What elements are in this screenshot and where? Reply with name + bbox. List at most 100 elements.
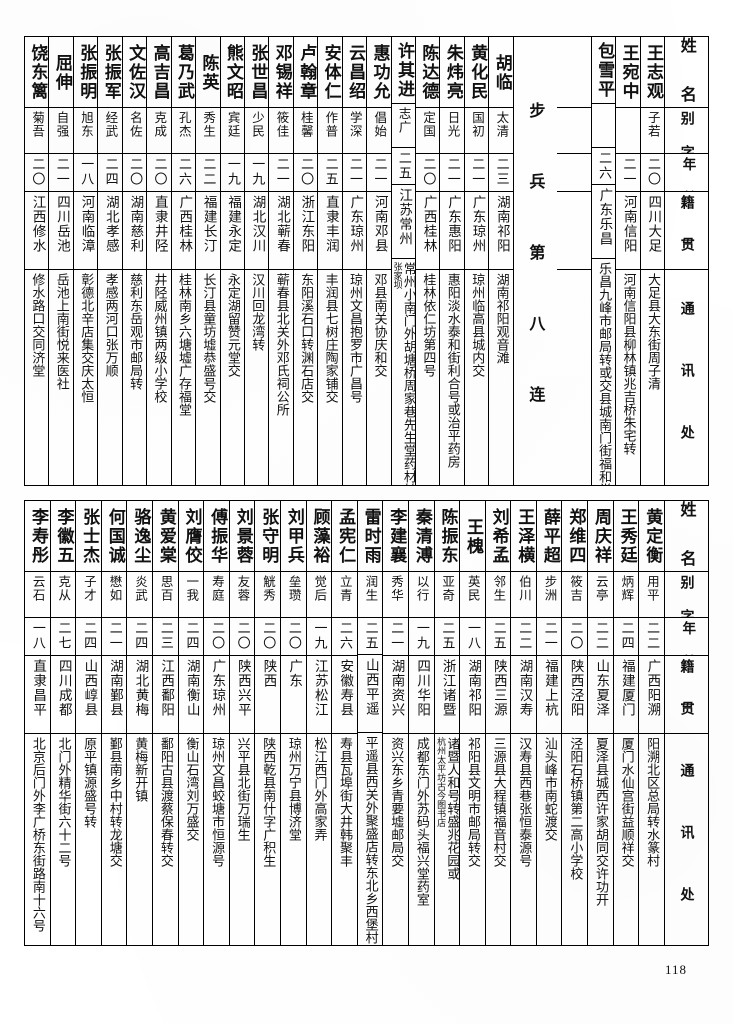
cell-address: 阳溯北区总局转水篆村	[639, 733, 664, 945]
cell-address: 长汀县童坊墟恭盛号交	[196, 269, 220, 485]
cell-age: 二四	[98, 153, 122, 191]
roster-column-person[interactable]: 陈振东 亚奇 二五 浙江诸暨 杭州太平坊古今图书店 诸暨人和号转盛兆花园或	[433, 501, 460, 945]
cell-alias: 思百	[152, 571, 178, 617]
roster-column-person[interactable]: 惠功允 倡始 二一 河南邓县 邓县南关协庆和交	[366, 37, 391, 485]
roster-column-person[interactable]: 刘希孟 邻生 二五 陕西三源 三源县大程镇福音村交	[484, 501, 511, 945]
value-alias: 觥秀	[261, 575, 277, 602]
cell-empty	[556, 191, 591, 269]
roster-column-person[interactable]: 周庆祥 云亭 二二 山东夏泽 夏泽县城西许家胡同交许功开	[587, 501, 613, 945]
roster-column-person[interactable]: 李寿彤 云石 一八 直隶昌平 北京后门外李广桥东街路南十六号	[25, 501, 50, 945]
value-alias: 经武	[103, 111, 119, 138]
roster-column-person[interactable]: 何国诚 懋如 二一 湖南鄞县 鄞县南乡中村转龙塘交	[100, 501, 127, 945]
roster-column-person[interactable]: 郑维四 筱吉 二〇 陕西泾阳 泾阳石桥镇第二高小学校	[561, 501, 588, 945]
cell-age: 二四	[76, 617, 101, 655]
roster-column-person[interactable]: 屈伸 自强 二一 四川岳池 岳池上南街悦来医社	[48, 37, 73, 485]
roster-column-person[interactable]: 刘甲兵 垒瓒 二〇 广东 琼州万宁县博济堂	[279, 501, 306, 945]
header-address: 通 讯 处	[664, 733, 708, 945]
roster-column-person[interactable]: 秦清溥 以行 一九 四川华阳 成都东门外苏码头福兴堂药室	[407, 501, 434, 945]
roster-column-person[interactable]: 王秀廷 炳辉 二四 福建厦门 厦门水仙宫街益顺祥交	[612, 501, 639, 945]
roster-column-person[interactable]: 孟宪仁 立青 二六 安徽寿县 寿县瓦埠街大井韩聚丰	[331, 501, 357, 945]
roster-column-person[interactable]: 刘膺佼 一我 二四 湖南衡山 衡山石湾刘万盛交	[177, 501, 204, 945]
roster-column-person[interactable]: 黄定衡 用平 二二 广西阳溯 阳溯北区总局转水篆村	[638, 501, 664, 945]
cell-age: 二六	[171, 153, 196, 191]
value-native: 山东夏泽	[593, 659, 610, 717]
roster-column-person[interactable]: 邓锡祥 筱佳 二一 湖北蕲春 蕲春县北关外邓氏祠公所	[268, 37, 293, 485]
roster-column-person[interactable]: 张振明 旭东 一八 河南临漳 彰德北辛店集交庆太恒	[72, 37, 98, 485]
roster-column-person[interactable]: 高吉昌 克成 二〇 直隶井陉 井陉威州镇两级小学校	[146, 37, 171, 485]
cell-name: 朱炜亮	[440, 37, 463, 107]
roster-column-person[interactable]: 雷时雨 润生 二五 山西平遥 平遥县西关外聚盛店转东北乡西堡村	[356, 501, 383, 945]
cell-name: 包雪平	[592, 37, 615, 103]
value-alias: 秀生	[201, 111, 217, 138]
roster-column-person[interactable]: 张世昌 少民 一九 湖北汉川 汉川回龙湾转	[243, 37, 269, 485]
roster-column-person[interactable]: 李建襄 秀华 二一 湖南资兴 资兴东乡青要墟邮局交	[382, 501, 408, 945]
value-native: 河南信阳	[620, 195, 637, 253]
value-age: 二四	[132, 621, 148, 651]
cell-name: 王槐	[460, 501, 485, 571]
cell-alias: 日光	[440, 107, 464, 153]
cell-alias: 少民	[244, 107, 269, 153]
roster-column-person[interactable]: 骆逸尘 炎武 二四 湖北黄梅 黄梅新开镇	[126, 501, 152, 945]
roster-column-person[interactable]: 云昌绍 学深 二一 广东琼州 琼州文昌抱罗市广昌号	[341, 37, 367, 485]
value-address: 湖南祁阳观音滩	[493, 273, 509, 364]
cell-name: 陈振东	[435, 501, 460, 571]
value-address: 蕲春县北关外邓氏祠公所	[273, 273, 289, 416]
roster-column-person[interactable]: 张振军 经武 二四 湖北孝感 孝感两河口张万顺	[97, 37, 122, 485]
cell-age: 二二	[639, 617, 664, 655]
value-address: 乐昌九峰市邮局转或交县城南门街福和堂	[596, 261, 612, 485]
value-age: 二〇	[127, 157, 143, 187]
roster-column-person[interactable]: 安体仁 作普 二五 直隶丰润 丰润县七树庄陶家铺交	[317, 37, 342, 485]
roster-column-person[interactable]: 陈达德 定国 二〇 广西桂林 桂林依仁坊第四号	[415, 37, 440, 485]
roster-column-person[interactable]: 黄爱棠 思百 二三 江西鄱阳 鄱阳古县渡蔡保春转交	[151, 501, 178, 945]
roster-column-person[interactable]: 薛平超 步洲 二一 福建上杭 汕头峰市南蛇渡交	[535, 501, 562, 945]
value-name: 陈振东	[437, 508, 458, 565]
roster-column-person[interactable]: 李徽五 克从 二七 四川成都 北门外精华街六十二号	[49, 501, 76, 945]
value-native: 安徽寿县	[337, 659, 354, 717]
address-side-note: 杭州太平坊古今图书店	[435, 737, 446, 827]
value-name: 顾藻裕	[309, 508, 330, 565]
cell-age: 一九	[306, 617, 332, 655]
value-name: 郑维四	[565, 508, 586, 565]
roster-column-person[interactable]: 熊文昭 宾廷 一九 福建永定 永定湖留赞元堂交	[219, 37, 244, 485]
value-native: 广东琼州	[347, 195, 364, 253]
cell-native: 陕西泾阳	[562, 655, 588, 733]
roster-column-person[interactable]: 王槐 英民 一八 湖南祁阳 祁阳县文明市邮局转交	[459, 501, 485, 945]
roster-column-person[interactable]: 陈英 秀生 二二 福建长汀 长汀县童坊墟恭盛号交	[195, 37, 220, 485]
value-native: 湖南衡山	[183, 659, 200, 717]
roster-column-person[interactable]: 傅振华 寿庭 二〇 广东琼州 琼州文昌蛟塘市恒源号	[203, 501, 229, 945]
cell-name: 熊文昭	[221, 37, 244, 107]
roster-column-person[interactable]: 饶东篱 菊吾 二〇 江西修水 修水路口交同济堂	[25, 37, 49, 485]
roster-column-person[interactable]: 顾藻裕 觉后 一九 江苏松江 松江西门外高家弄	[305, 501, 332, 945]
cell-name: 秦清溥	[409, 501, 434, 571]
value-native: 四川华阳	[414, 659, 431, 717]
roster-column-person[interactable]: 张守明 觥秀 二〇 陕西 陕西乾县南什字广积生	[254, 501, 280, 945]
roster-column-person[interactable]: 葛乃武 孔杰 二六 广西桂林 桂林南乡六塘墟广存福堂	[170, 37, 196, 485]
roster-column-person[interactable]: 许其进 志广 二五 江苏常州 张家坝 常州小南门外胡塘桥周家巷先生堂药材转	[390, 37, 415, 485]
roster-column-person[interactable]: 朱炜亮 日光 二一 广东惠阳 惠阳淡水泰和街利合号或治平药房	[439, 37, 464, 485]
cell-age: 二一	[616, 153, 640, 191]
roster-column-person[interactable]: 张士杰 子才 二四 山西崞县 原平镇源盛号转	[75, 501, 101, 945]
roster-column-person[interactable]: 刘景蓉 友蓉 二〇 陕西兴平 兴平县北街万瑞生	[228, 501, 255, 945]
roster-column-person[interactable]: 包雪平 二六 广东乐昌 乐昌九峰市邮局转或交县城南门街福和堂	[590, 37, 616, 485]
value-alias: 定国	[421, 111, 437, 138]
cell-age: 一九	[220, 153, 244, 191]
cell-native: 四川大足	[640, 191, 665, 269]
roster-column-person[interactable]: 文佐汉 名佐 二〇 湖南慈利 慈利东岳观市邮局转	[121, 37, 147, 485]
value-native: 河南临漳	[78, 195, 95, 253]
cell-native: 湖南资兴	[383, 655, 408, 733]
roster-column-person[interactable]: 王宛中 二一 河南信阳 河南信阳县柳林镇兆吉桥朱宅转	[615, 37, 640, 485]
value-age: 二二	[644, 621, 660, 651]
cell-native: 四川成都	[50, 655, 76, 733]
value-alias: 寿庭	[209, 575, 225, 602]
cell-age: 二二	[196, 153, 220, 191]
roster-column-person[interactable]: 黄化民 国初 二一 广东琼州 琼州临高县城内交	[463, 37, 489, 485]
value-age: 二一	[53, 157, 69, 187]
value-alias: 邻生	[491, 575, 507, 602]
value-native: 山西平遥	[362, 658, 379, 717]
roster-column-person[interactable]: 王泽横 伯川 二二 湖南汉寿 汉寿县西巷张恒泰源号	[510, 501, 536, 945]
roster-column-person[interactable]: 卢翰章 桂馨 二〇 浙江东阳 东阳溪石口转渊石店交	[292, 37, 318, 485]
roster-column-person[interactable]: 胡临 太清 二三 湖南祁阳 湖南祁阳观音滩	[488, 37, 513, 485]
value-alias: 国初	[469, 111, 485, 138]
roster-column-person[interactable]: 王志观 子若 二〇 四川大足 大足县大东街周子清	[639, 37, 665, 485]
